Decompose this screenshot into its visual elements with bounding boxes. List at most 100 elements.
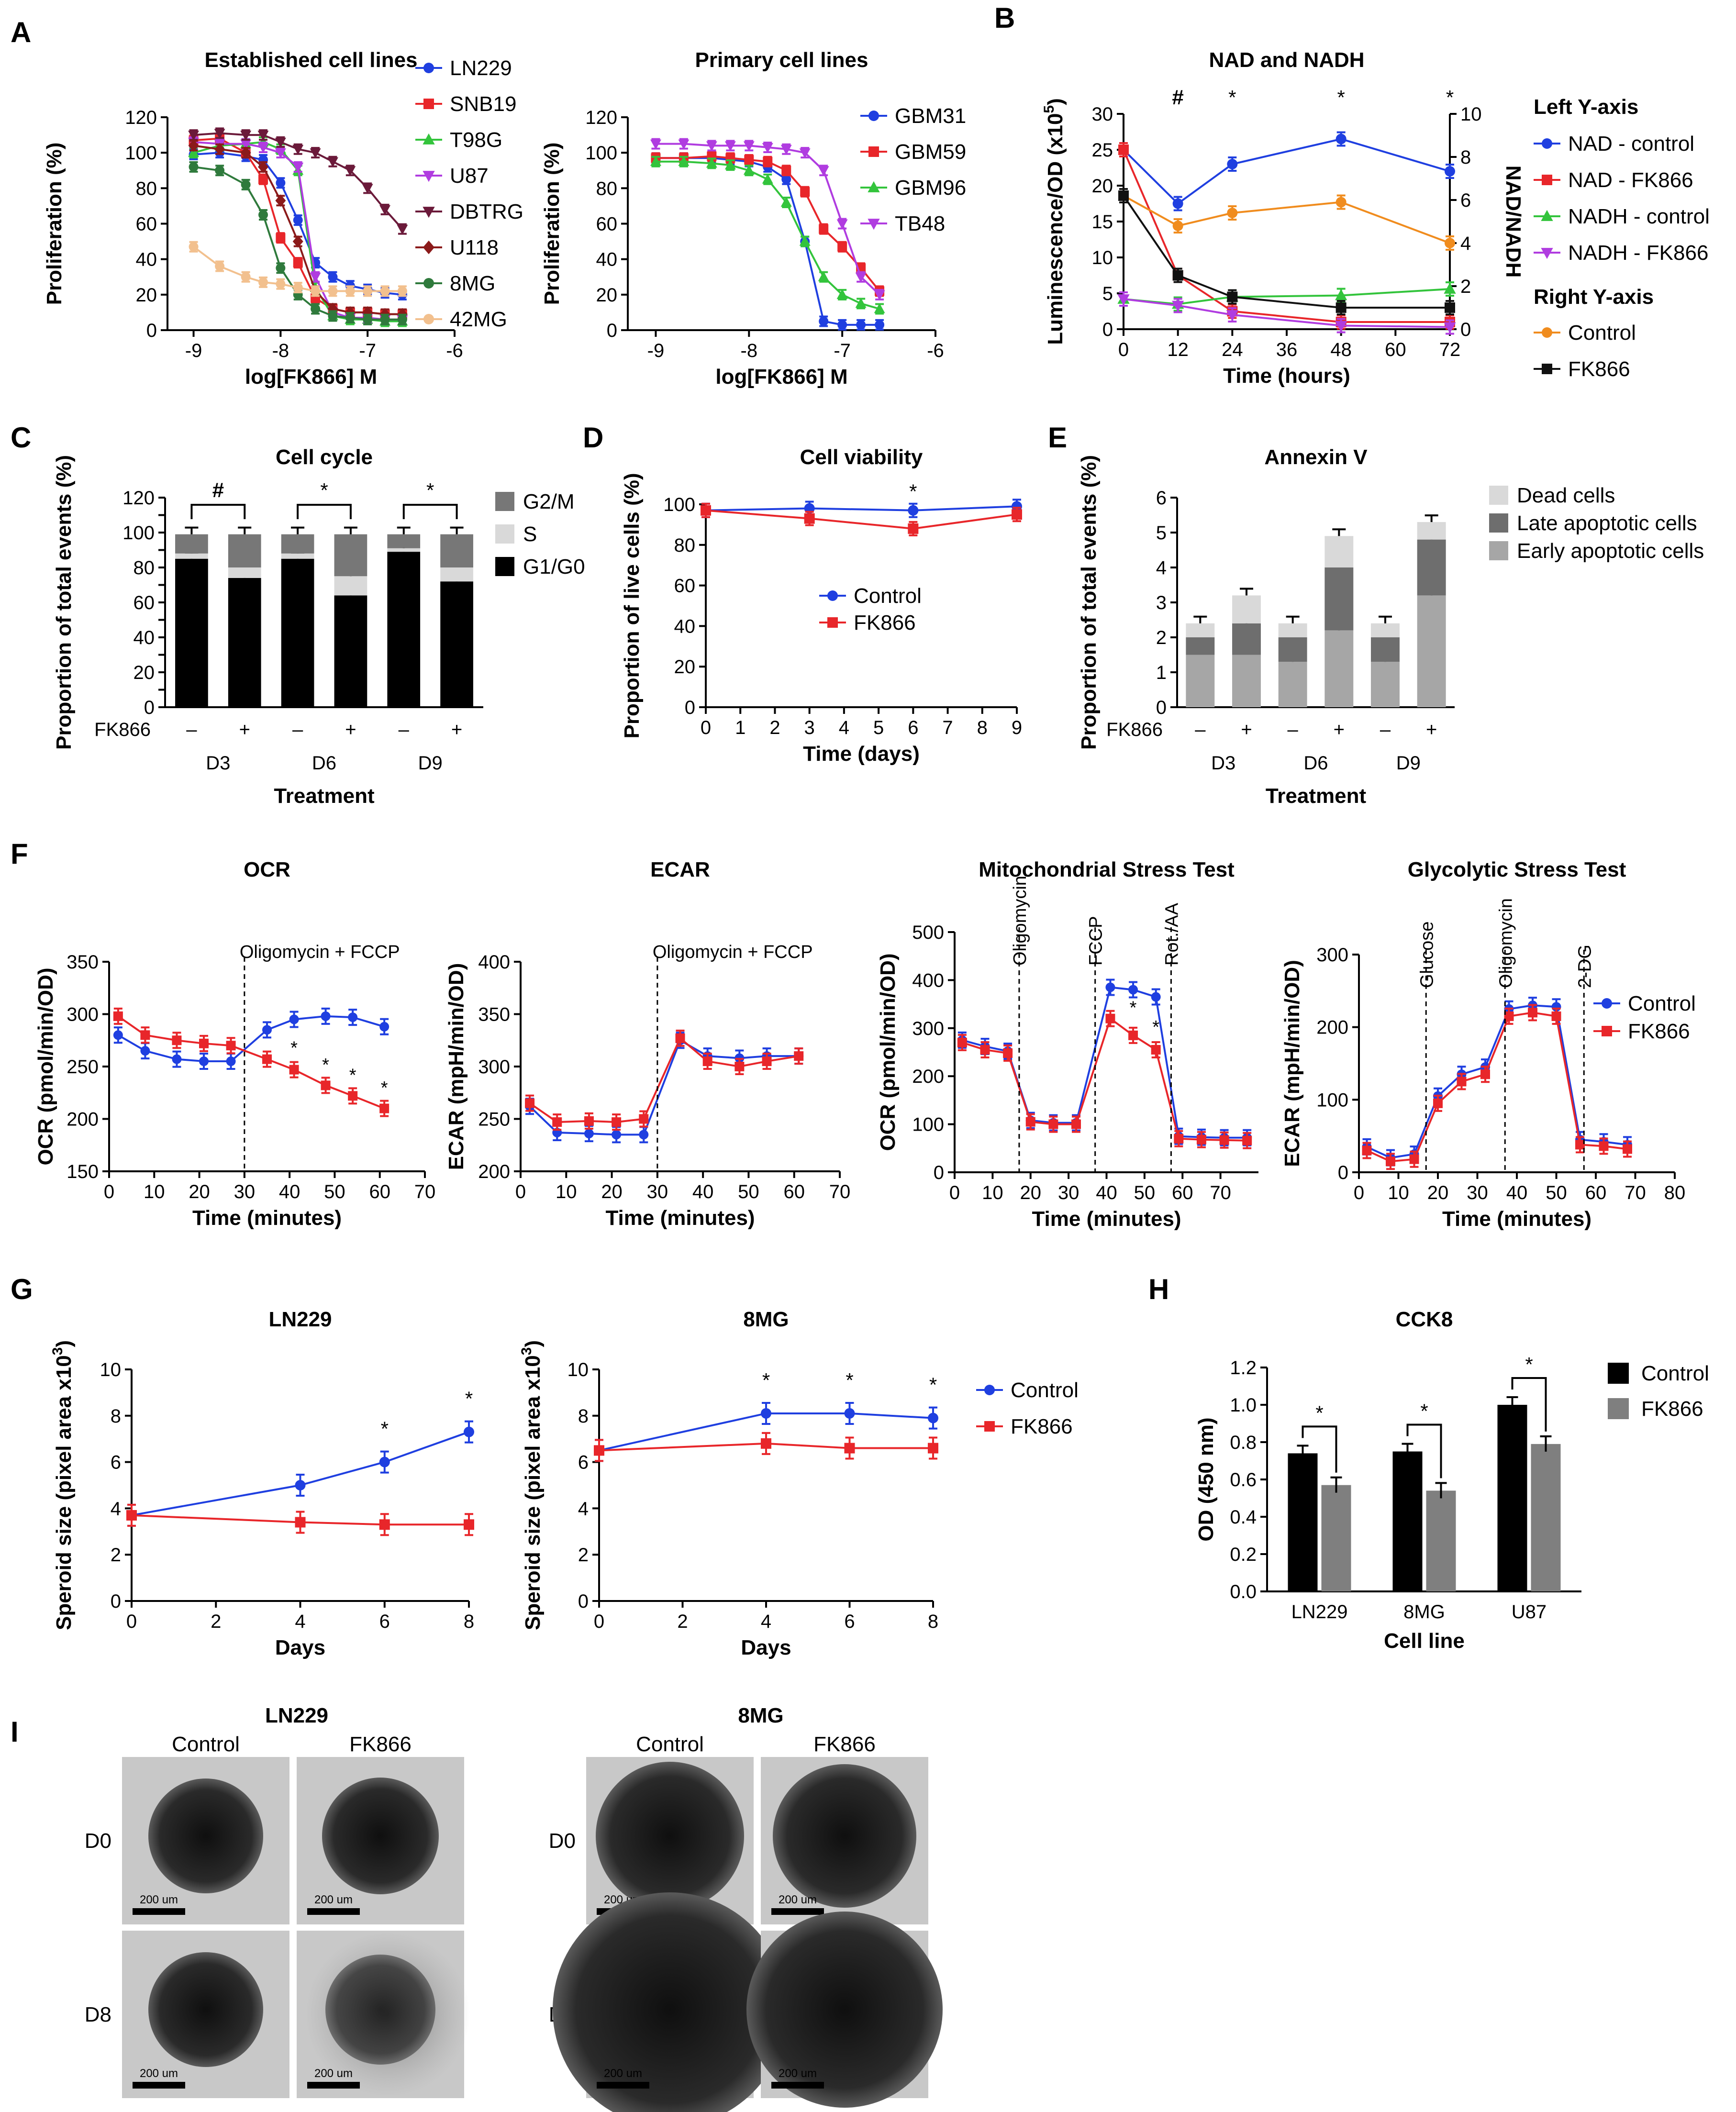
bar-segment (1417, 595, 1446, 707)
significance-mark: * (1152, 1017, 1159, 1037)
data-point (1335, 289, 1347, 300)
data-point (214, 129, 225, 139)
data-point (724, 141, 736, 152)
bar-segment (281, 534, 314, 554)
spheroid (553, 1892, 787, 2112)
x-tick-label: 24 (1222, 339, 1243, 360)
data-point (199, 1056, 209, 1067)
series-42mg (189, 241, 407, 297)
data-point (1409, 1154, 1419, 1164)
data-point (276, 263, 286, 273)
spheroid-image: 200 um (553, 1892, 787, 2112)
injection-label: Oligomycin (1010, 876, 1030, 966)
spheroid (325, 1955, 435, 2065)
legend-item: G1/G0 (495, 555, 585, 578)
y-tick-label: 120 (122, 488, 155, 509)
data-point (1226, 310, 1238, 322)
x-tick-label: 70 (1210, 1182, 1231, 1203)
chart-title: Mitochondrial Stress Test (979, 858, 1235, 881)
injection-label: FCCP (1086, 916, 1106, 966)
treatment-sign: – (292, 719, 303, 740)
chart-title: Cell cycle (276, 445, 373, 469)
x-tick-label: 5 (873, 717, 884, 738)
x-tick-label: 0 (594, 1611, 604, 1632)
data-point (257, 131, 269, 141)
bar-segment (228, 578, 261, 707)
data-point (678, 156, 690, 166)
chart-title: ECAR (650, 858, 710, 881)
legend-marker (1602, 1026, 1612, 1036)
column-label: Control (636, 1733, 704, 1756)
x-tick-label: 0 (949, 1182, 960, 1203)
data-point (1444, 282, 1456, 294)
chart-a1: 0 20 40 60 80 100 120 -9 -8 -7 -6 Established cell … (43, 48, 523, 389)
treatment-sign: – (1195, 719, 1206, 740)
bar-segment (228, 567, 261, 578)
scale-bar (771, 2082, 824, 2089)
y-tick-label: 6 (1156, 488, 1167, 509)
group-label: D3 (206, 753, 230, 774)
y-tick-label: 100 (125, 143, 157, 164)
legend-marker (1542, 138, 1552, 149)
chart-e: 0 1 2 3 4 5 6 Annexin V Proportion of total even… (1077, 445, 1704, 808)
y-tick-label: 120 (585, 107, 617, 128)
spheroid (322, 1778, 439, 1894)
data-point (140, 1030, 150, 1040)
bar-segment (1186, 637, 1215, 655)
y-tick-label: 80 (596, 178, 618, 199)
series-gbm96 (650, 156, 885, 315)
data-point (1105, 982, 1115, 992)
x-tick-label: 40 (692, 1181, 714, 1202)
x-tick-label: -6 (927, 340, 944, 361)
data-point (1575, 1140, 1585, 1150)
panel-i: LN229 Control FK866 D0 200 um 200 um D8 200 um 2… (85, 1704, 943, 2112)
x-tick-label: -8 (741, 340, 758, 361)
scale-bar-label: 200 um (140, 2067, 178, 2080)
data-point (188, 139, 199, 152)
y-tick-label: 20 (1092, 176, 1113, 197)
data-point (800, 187, 810, 197)
data-point (928, 1412, 938, 1423)
scale-bar-label: 200 um (604, 2067, 642, 2080)
data-point (650, 156, 661, 166)
data-point (1172, 221, 1183, 231)
panel-letter-h: H (1148, 1273, 1169, 1305)
data-point (380, 286, 390, 296)
spheroid (773, 1764, 916, 1908)
legend-marker (1541, 210, 1553, 221)
data-point (363, 286, 373, 296)
data-point (844, 1408, 855, 1419)
legend-label: GBM59 (895, 140, 966, 164)
data-point (311, 304, 321, 314)
x-tick-label: 0 (515, 1181, 526, 1202)
bar-segment (1324, 536, 1354, 567)
data-point (1362, 1145, 1372, 1156)
data-point (856, 320, 866, 330)
legend-marker (984, 1421, 995, 1432)
data-point (678, 139, 690, 150)
legend-item: FK866 (1608, 1397, 1703, 1421)
row-label: D0 (549, 1829, 576, 1853)
legend-item: FK866 (976, 1415, 1073, 1438)
data-point (1433, 1098, 1443, 1108)
treatment-sign: – (399, 719, 410, 740)
x-tick-label: 70 (829, 1181, 851, 1202)
legend-label: 42MG (450, 308, 507, 331)
bar-segment (281, 558, 314, 707)
y-tick-label: 0 (1156, 697, 1167, 718)
treatment-sign: + (1334, 719, 1345, 740)
bar (1321, 1485, 1351, 1591)
series-fk866 (113, 1007, 389, 1117)
data-point (188, 147, 200, 157)
data-point (348, 1012, 358, 1023)
x-tick-label: -8 (272, 340, 289, 361)
chart-h: 0.0 0.2 0.4 0.6 0.8 1.0 1.2 CCK8 OD (450 nm) * LN2… (1194, 1308, 1709, 1653)
data-point (1457, 1077, 1467, 1087)
significance-mark: * (929, 1374, 937, 1396)
legend-label: Control (1641, 1362, 1709, 1385)
y-tick-label: 0.2 (1230, 1544, 1257, 1565)
injection-label: Glucose (1417, 922, 1437, 988)
data-point (818, 166, 829, 177)
legend-item: Control (976, 1378, 1079, 1402)
